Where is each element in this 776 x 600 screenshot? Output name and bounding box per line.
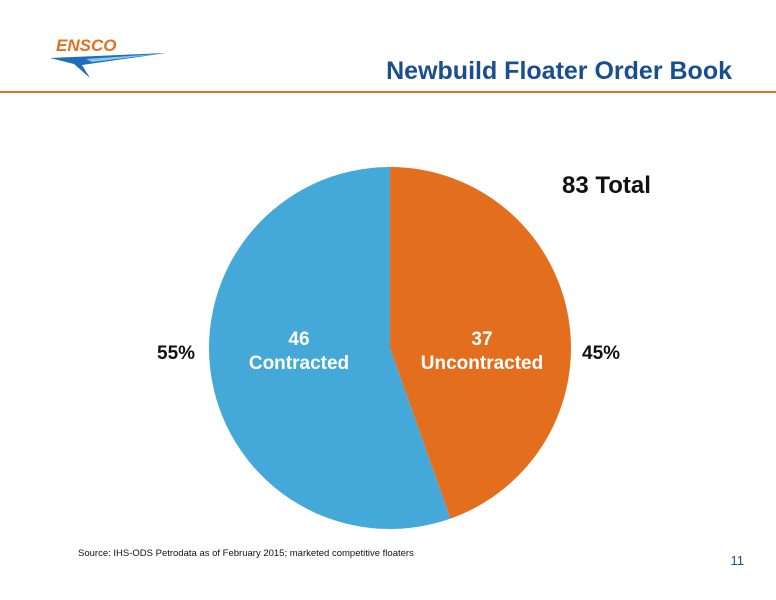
contracted-count: 46	[288, 329, 309, 350]
contracted-label: Contracted	[249, 353, 349, 374]
uncontracted-label: Uncontracted	[421, 353, 543, 374]
source-note: Source: IHS-ODS Petrodata as of February…	[78, 548, 414, 559]
slide-title: Newbuild Floater Order Book	[386, 57, 732, 85]
uncontracted-percent: 45%	[582, 343, 620, 364]
pie-slice-contracted	[208, 167, 451, 529]
pie-slice-uncontracted	[390, 167, 571, 519]
total-label: 83 Total	[562, 172, 651, 199]
contracted-percent: 55%	[157, 343, 195, 364]
header-divider	[0, 91, 776, 93]
uncontracted-count: 37	[471, 329, 492, 350]
ensco-logo: ENSCO	[48, 34, 174, 80]
page-number: 11	[730, 553, 745, 568]
logo-wordmark: ENSCO	[56, 36, 116, 55]
